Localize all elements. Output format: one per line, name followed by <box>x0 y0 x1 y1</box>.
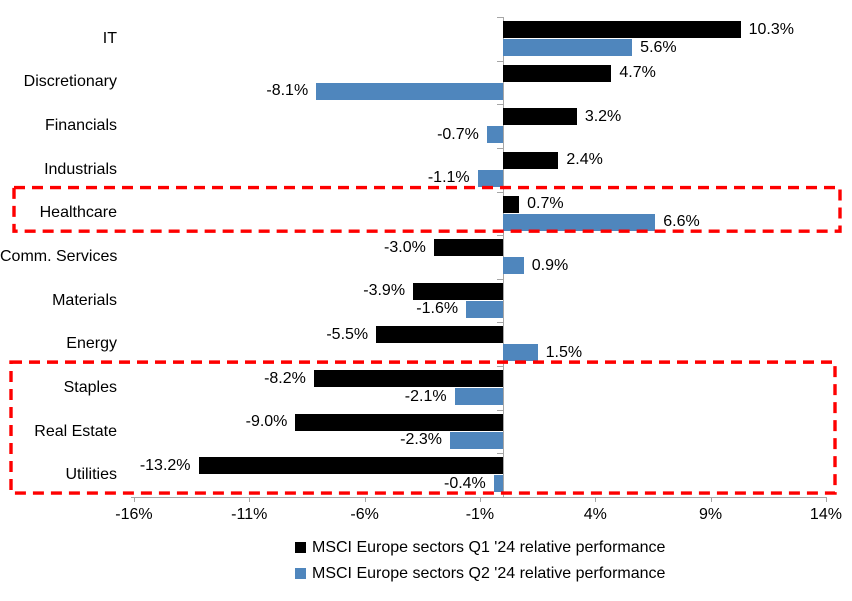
category-label-utilities: Utilities <box>65 466 117 484</box>
value-label-q2-staples: -2.1% <box>404 387 447 405</box>
value-label-q2-it: 5.6% <box>640 38 677 56</box>
bar-q2-discretionary <box>316 82 503 100</box>
legend-item-q1: MSCI Europe sectors Q1 '24 relative perf… <box>295 539 665 556</box>
y-axis-line <box>503 17 504 497</box>
x-axis-tick <box>825 497 827 502</box>
x-axis-tick-label: 9% <box>699 506 723 523</box>
y-axis-tick <box>497 104 503 106</box>
y-axis-tick <box>497 497 503 499</box>
legend-item-q2: MSCI Europe sectors Q2 '24 relative perf… <box>295 565 665 582</box>
value-label-q1-staples: -8.2% <box>264 369 306 387</box>
x-axis-tick <box>595 497 597 502</box>
legend-label-q1: MSCI Europe sectors Q1 '24 relative perf… <box>312 539 666 556</box>
value-label-q2-energy: 1.5% <box>545 343 583 361</box>
category-label-materials: Materials <box>52 291 117 309</box>
x-axis-line <box>131 497 827 498</box>
bar-q2-healthcare <box>503 213 656 231</box>
value-label-q1-energy: -5.5% <box>326 325 369 343</box>
value-label-q2-utilities: -0.4% <box>443 474 486 492</box>
y-axis-tick <box>497 453 503 455</box>
bar-q1-real-estate <box>295 413 503 431</box>
category-label-healthcare: Healthcare <box>39 204 117 222</box>
category-label-it: IT <box>102 29 117 47</box>
bar-q1-utilities <box>198 457 503 475</box>
y-axis-tick <box>497 17 503 18</box>
x-axis-tick-label: -16% <box>115 506 153 523</box>
value-label-q2-healthcare: 6.6% <box>663 213 700 231</box>
x-axis-tick-label: -1% <box>465 506 495 523</box>
x-axis-tick <box>364 497 366 502</box>
bar-q2-utilities <box>493 475 503 493</box>
highlight-box-healthcare <box>12 185 842 233</box>
x-axis-tick-label: 4% <box>583 506 607 523</box>
category-label-real-estate: Real Estate <box>34 422 117 440</box>
value-label-q2-comm-services: 0.9% <box>531 256 569 274</box>
legend-swatch-q1 <box>295 542 306 553</box>
y-axis-tick <box>497 235 503 237</box>
category-label-energy: Energy <box>66 335 117 353</box>
value-label-q1-comm-services: -3.0% <box>384 238 426 256</box>
value-label-q2-discretionary: -8.1% <box>266 82 309 100</box>
value-label-q2-financials: -0.7% <box>437 125 479 143</box>
bar-q2-energy <box>503 344 538 362</box>
category-label-financials: Financials <box>44 117 117 135</box>
bar-q1-staples <box>313 370 503 388</box>
bar-q1-healthcare <box>503 195 520 213</box>
bar-q1-energy <box>376 326 503 344</box>
value-label-q1-discretionary: 4.7% <box>619 64 656 82</box>
legend-label-q2: MSCI Europe sectors Q2 '24 relative perf… <box>312 565 666 582</box>
category-label-staples: Staples <box>63 378 117 396</box>
bar-q1-discretionary <box>503 64 612 82</box>
value-label-q1-utilities: -13.2% <box>139 456 191 474</box>
bar-q2-financials <box>486 126 503 144</box>
x-axis-tick-label: -6% <box>350 506 379 523</box>
value-label-q2-industrials: -1.1% <box>427 169 470 187</box>
y-axis-tick <box>497 60 503 62</box>
legend-swatch-q2 <box>295 568 306 579</box>
value-label-q2-materials: -1.6% <box>416 300 459 318</box>
bar-q1-financials <box>503 108 577 126</box>
bar-q2-comm-services <box>503 257 524 275</box>
bar-q2-real-estate <box>449 431 503 449</box>
value-label-q1-real-estate: -9.0% <box>245 413 288 431</box>
y-axis-tick <box>497 409 503 411</box>
x-axis-tick-label: -11% <box>231 506 268 523</box>
bar-q1-it <box>503 21 741 38</box>
x-axis-tick <box>249 497 251 502</box>
bar-q2-materials <box>466 300 503 318</box>
y-axis-tick <box>497 147 503 149</box>
category-label-industrials: Industrials <box>44 160 117 178</box>
x-axis-tick <box>133 497 135 502</box>
value-label-q1-healthcare: 0.7% <box>527 195 564 213</box>
value-label-q1-industrials: 2.4% <box>566 151 603 169</box>
value-label-q1-financials: 3.2% <box>584 107 622 125</box>
x-axis-tick-label: 14% <box>809 506 842 523</box>
value-label-q1-materials: -3.9% <box>363 282 406 300</box>
value-label-q2-real-estate: -2.3% <box>400 431 442 449</box>
bar-q2-staples <box>454 388 503 406</box>
x-axis-tick <box>710 497 712 502</box>
y-axis-tick <box>497 366 503 368</box>
x-axis-tick <box>479 497 481 502</box>
y-axis-tick <box>497 278 503 280</box>
bar-q1-industrials <box>503 151 559 169</box>
category-label-comm-services: Comm. Services <box>0 248 118 266</box>
bar-q2-industrials <box>477 169 503 187</box>
bar-q2-it <box>503 39 633 56</box>
value-label-q1-it: 10.3% <box>748 20 794 38</box>
y-axis-tick <box>497 191 503 193</box>
y-axis-tick <box>497 322 503 324</box>
bar-q1-materials <box>413 282 503 300</box>
category-label-discretionary: Discretionary <box>23 73 117 91</box>
bar-q1-comm-services <box>433 239 503 257</box>
